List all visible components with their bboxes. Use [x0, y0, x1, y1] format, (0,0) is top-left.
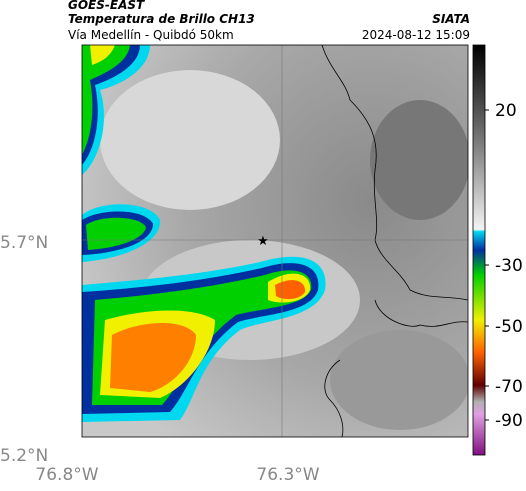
colorbar-tick-label: -70: [495, 377, 523, 397]
lat-label: 5.7°N: [0, 233, 48, 253]
satellite-image: ★: [82, 45, 468, 437]
lon-label: 76.8°W: [35, 465, 98, 485]
location: Vía Medellín - Quibdó 50km: [68, 28, 234, 42]
source: SIATA: [432, 12, 470, 26]
title: GOES-EAST: [68, 0, 145, 12]
colorbar: [472, 44, 486, 456]
lat-label: 5.2°N: [0, 446, 48, 466]
lon-label: 76.3°W: [256, 465, 319, 485]
colorbar-tick-label: -30: [495, 256, 523, 276]
subtitle: Temperatura de Brillo CH13: [68, 12, 255, 26]
datetime: 2024-08-12 15:09: [362, 28, 470, 42]
colorbar-tick-label: 20: [495, 101, 517, 121]
colorbar-tick-label: -90: [495, 411, 523, 431]
colorbar-tick-label: -50: [495, 317, 523, 337]
svg-text:★: ★: [257, 234, 269, 249]
